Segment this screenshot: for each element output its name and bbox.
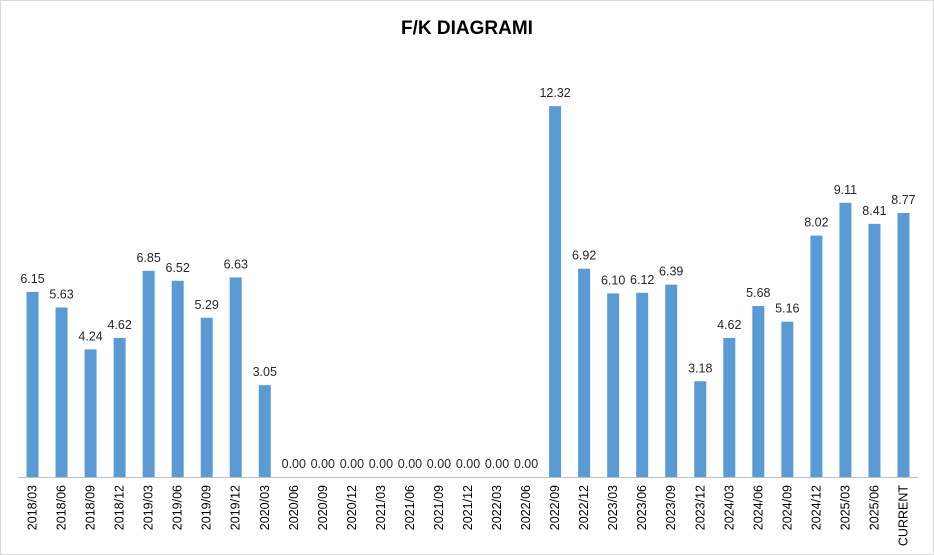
data-label: 0.00 — [369, 457, 393, 471]
bar — [752, 306, 765, 477]
data-label: 12.32 — [539, 86, 570, 100]
bars-group — [26, 106, 910, 478]
data-label: 5.29 — [195, 298, 219, 312]
x-tick-label: 2018/06 — [55, 485, 69, 530]
data-labels-group: 6.15 5.63 4.24 4.62 6.85 6.52 5.29 6.63 3.05 0.00… — [20, 86, 915, 471]
x-tick-label: 2021/12 — [461, 485, 475, 530]
data-label: 0.00 — [427, 457, 451, 471]
data-label: 6.15 — [20, 272, 44, 286]
bar — [665, 284, 678, 477]
bar — [810, 235, 823, 477]
x-tick-label: 2022/06 — [519, 485, 533, 530]
bar — [55, 307, 68, 477]
data-label: 6.39 — [659, 265, 683, 279]
x-tick-label: 2018/09 — [84, 485, 98, 530]
data-label: 6.63 — [224, 257, 248, 271]
bar — [84, 349, 97, 477]
data-label: 0.00 — [398, 457, 422, 471]
data-label: 0.00 — [282, 457, 306, 471]
bar — [723, 337, 736, 477]
x-tick-label: CURRENT — [896, 485, 910, 546]
x-tick-label: 2022/03 — [490, 485, 504, 530]
data-label: 3.05 — [253, 365, 277, 379]
x-tick-label: 2023/12 — [693, 485, 707, 530]
bar — [229, 277, 242, 477]
bar — [897, 213, 910, 477]
bar — [636, 292, 649, 477]
x-tick-label: 2019/12 — [229, 485, 243, 530]
bar — [781, 321, 794, 477]
bar — [868, 223, 881, 477]
data-label: 0.00 — [456, 457, 480, 471]
x-tick-label: 2025/03 — [838, 485, 852, 530]
data-label: 3.18 — [688, 361, 712, 375]
x-tick-label: 2020/12 — [345, 485, 359, 530]
bar — [549, 106, 562, 478]
data-label: 5.16 — [775, 302, 799, 316]
bar — [694, 381, 707, 477]
x-tick-label: 2025/06 — [867, 485, 881, 530]
data-label: 8.77 — [891, 193, 915, 207]
bar — [26, 291, 39, 477]
data-label: 0.00 — [340, 457, 364, 471]
x-tick-label: 2023/03 — [606, 485, 620, 530]
x-tick-label: 2022/09 — [548, 485, 562, 530]
data-label: 4.24 — [78, 329, 102, 343]
bar — [578, 268, 591, 477]
bar — [142, 270, 155, 477]
x-tick-label: 2020/03 — [258, 485, 272, 530]
data-label: 6.10 — [601, 273, 625, 287]
bar — [200, 317, 213, 477]
x-tick-label: 2024/03 — [722, 485, 736, 530]
x-tick-label: 2020/09 — [316, 485, 330, 530]
data-label: 8.02 — [804, 216, 828, 230]
data-label: 6.12 — [630, 273, 654, 287]
data-label: 4.62 — [107, 318, 131, 332]
x-tick-label: 2024/09 — [780, 485, 794, 530]
x-tick-label: 2021/03 — [374, 485, 388, 530]
chart-title: F/K DIAGRAMI — [401, 18, 533, 39]
x-tick-label: 2021/06 — [403, 485, 417, 530]
data-label: 8.41 — [862, 204, 886, 218]
x-tick-label: 2019/09 — [200, 485, 214, 530]
x-tick-label: 2021/09 — [432, 485, 446, 530]
tick-labels-group: 2018/03 2018/06 2018/09 2018/12 2019/03 2019/… — [26, 485, 911, 546]
x-tick-label: 2024/06 — [751, 485, 765, 530]
x-tick-label: 2023/06 — [635, 485, 649, 530]
data-label: 0.00 — [485, 457, 509, 471]
x-tick-label: 2019/03 — [142, 485, 156, 530]
data-label: 6.52 — [166, 261, 190, 275]
data-label: 6.92 — [572, 249, 596, 263]
bar — [839, 202, 852, 478]
data-label: 5.63 — [49, 288, 73, 302]
x-tick-label: 2018/03 — [26, 485, 40, 530]
data-label: 4.62 — [717, 318, 741, 332]
data-label: 0.00 — [311, 457, 335, 471]
x-tick-label: 2019/06 — [171, 485, 185, 530]
bar — [113, 337, 126, 477]
data-label: 6.85 — [136, 251, 160, 265]
x-tick-label: 2020/06 — [287, 485, 301, 530]
data-label: 0.00 — [514, 457, 538, 471]
bar — [171, 280, 184, 477]
x-tick-label: 2018/12 — [113, 485, 127, 530]
data-label: 5.68 — [746, 286, 770, 300]
x-tick-label: 2022/12 — [577, 485, 591, 530]
x-tick-label: 2023/09 — [664, 485, 678, 530]
bar — [258, 385, 271, 477]
x-tick-label: 2024/12 — [809, 485, 823, 530]
data-label: 9.11 — [834, 183, 857, 197]
bar — [607, 293, 620, 477]
